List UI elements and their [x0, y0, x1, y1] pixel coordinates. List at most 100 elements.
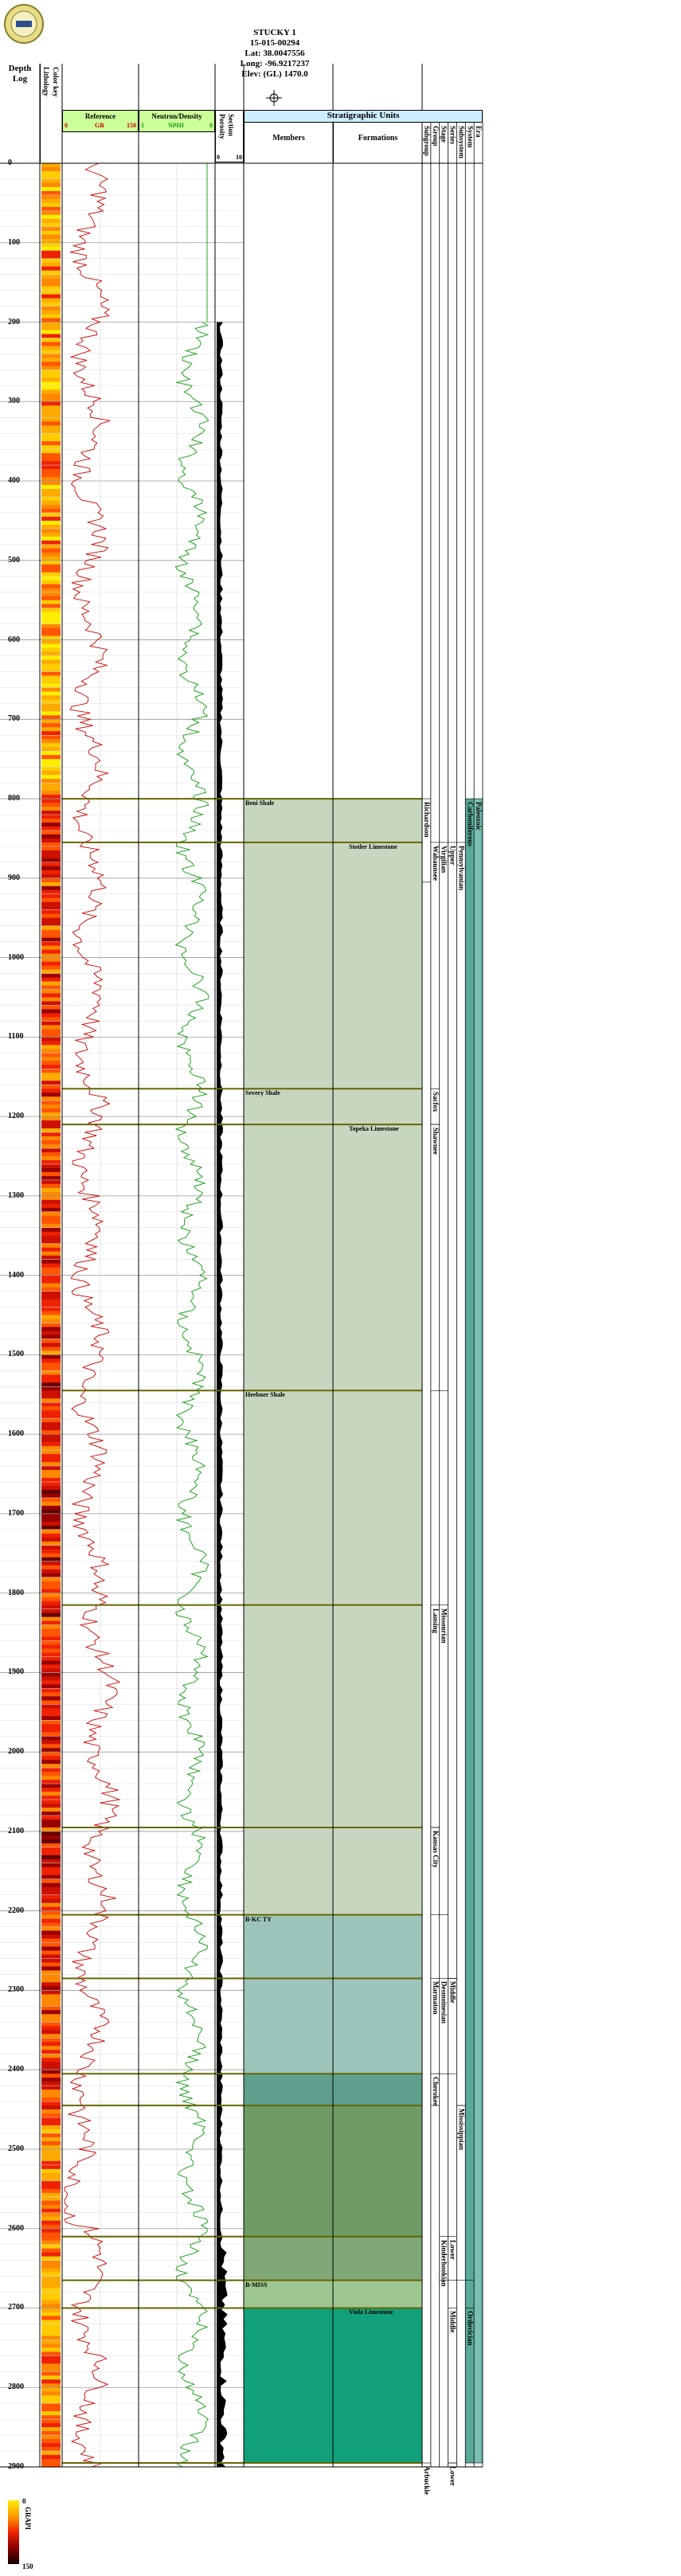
lith-band [41, 1688, 61, 1693]
lith-band [41, 791, 61, 795]
lith-band [41, 1287, 61, 1292]
kgs-logo [3, 3, 45, 45]
lith-band [41, 178, 61, 184]
era-fill-strip [474, 799, 481, 2464]
depth-label: 1400 [8, 1270, 24, 1280]
depth-label: 1300 [8, 1190, 24, 1200]
lith-band [41, 1394, 61, 1399]
lith-band [41, 532, 61, 537]
lith-band [41, 1740, 61, 1745]
lith-band [41, 2340, 61, 2344]
lith-band [41, 1553, 61, 1558]
depth-label: 2300 [8, 1985, 24, 1995]
lith-band [41, 1485, 61, 1491]
lith-band [41, 1922, 61, 1928]
lith-band [41, 957, 61, 963]
lith-band [41, 1089, 61, 1093]
members-label: Members [272, 134, 305, 143]
lith-band [41, 608, 61, 613]
lith-band [41, 2026, 61, 2031]
lith-band [41, 2109, 61, 2114]
lith-band [41, 1335, 61, 1340]
depth-label: 1700 [8, 1508, 24, 1518]
lith-band [41, 735, 61, 740]
lith-band [41, 2212, 61, 2218]
lith-band [41, 389, 61, 394]
lith-band [41, 2256, 61, 2261]
lith-band [41, 1073, 61, 1077]
strat-col-header: Subgroup [423, 126, 431, 156]
lith-band [41, 1489, 61, 1495]
lith-band [41, 2391, 61, 2396]
lith-band [41, 1343, 61, 1348]
lith-band [41, 1585, 61, 1590]
section-label: Section [227, 114, 235, 136]
lith-band [41, 1914, 61, 1920]
lith-band [41, 1077, 61, 1081]
lith-band [41, 775, 61, 780]
lith-band [41, 1001, 61, 1007]
lith-band [41, 2220, 61, 2226]
formation-top-label: Severy Shale [245, 1089, 280, 1097]
lith-band [41, 878, 61, 883]
lith-band [41, 2292, 61, 2297]
lith-band [41, 163, 61, 168]
lith-band [41, 1978, 61, 1984]
lith-band [41, 2085, 61, 2090]
lith-band [41, 2192, 61, 2198]
strat-unit-label: Richardson [423, 802, 431, 838]
lith-band [41, 703, 61, 708]
lith-band [41, 1458, 61, 1463]
lith-band [41, 453, 61, 458]
well-name: STUCKY 1 [253, 28, 296, 37]
lith-band [41, 1732, 61, 1737]
lith-band [41, 2252, 61, 2257]
lith-band [41, 1195, 61, 1201]
lith-band [41, 1533, 61, 1538]
lith-band [41, 576, 61, 581]
lith-band [41, 2002, 61, 2007]
depth-label: 1800 [8, 1588, 24, 1597]
lith-band [41, 1605, 61, 1610]
lith-band [41, 2280, 61, 2285]
lith-band [41, 1374, 61, 1379]
lith-band [41, 870, 61, 875]
lith-band [41, 2379, 61, 2384]
lith-band [41, 1910, 61, 1916]
lith-band [41, 1358, 61, 1363]
lith-band [41, 1422, 61, 1427]
lith-band [41, 1323, 61, 1328]
lith-band [41, 1597, 61, 1602]
lith-band [41, 2058, 61, 2062]
lith-band [41, 604, 61, 609]
lith-band [41, 1835, 61, 1840]
lith-band [41, 346, 61, 351]
lith-band [41, 214, 61, 220]
lith-band [41, 1784, 61, 1788]
lith-band [41, 1470, 61, 1475]
lith-band [41, 965, 61, 971]
well-elev: Elev: (GL) 1470.0 [241, 69, 308, 79]
lith-band [41, 2375, 61, 2380]
lith-band [41, 846, 61, 851]
lith-band [41, 1998, 61, 2003]
strat-unit-label: Lower [448, 2466, 457, 2486]
lith-band [41, 1327, 61, 1332]
lith-band [41, 667, 61, 673]
lith-band [41, 763, 61, 768]
depth-label: 800 [8, 794, 20, 803]
lith-band [41, 1259, 61, 1265]
lith-band [41, 2463, 61, 2468]
lith-band [41, 1776, 61, 1781]
lith-band [41, 2034, 61, 2039]
lith-band [41, 1764, 61, 1769]
lith-band [41, 2030, 61, 2035]
lith-band [41, 2455, 61, 2460]
lith-band [41, 631, 61, 637]
lith-band [41, 310, 61, 315]
lith-band [41, 1307, 61, 1312]
depth-label: 200 [8, 317, 20, 326]
lith-band [41, 819, 61, 823]
lith-band [41, 1652, 61, 1658]
lith-band [41, 1481, 61, 1487]
